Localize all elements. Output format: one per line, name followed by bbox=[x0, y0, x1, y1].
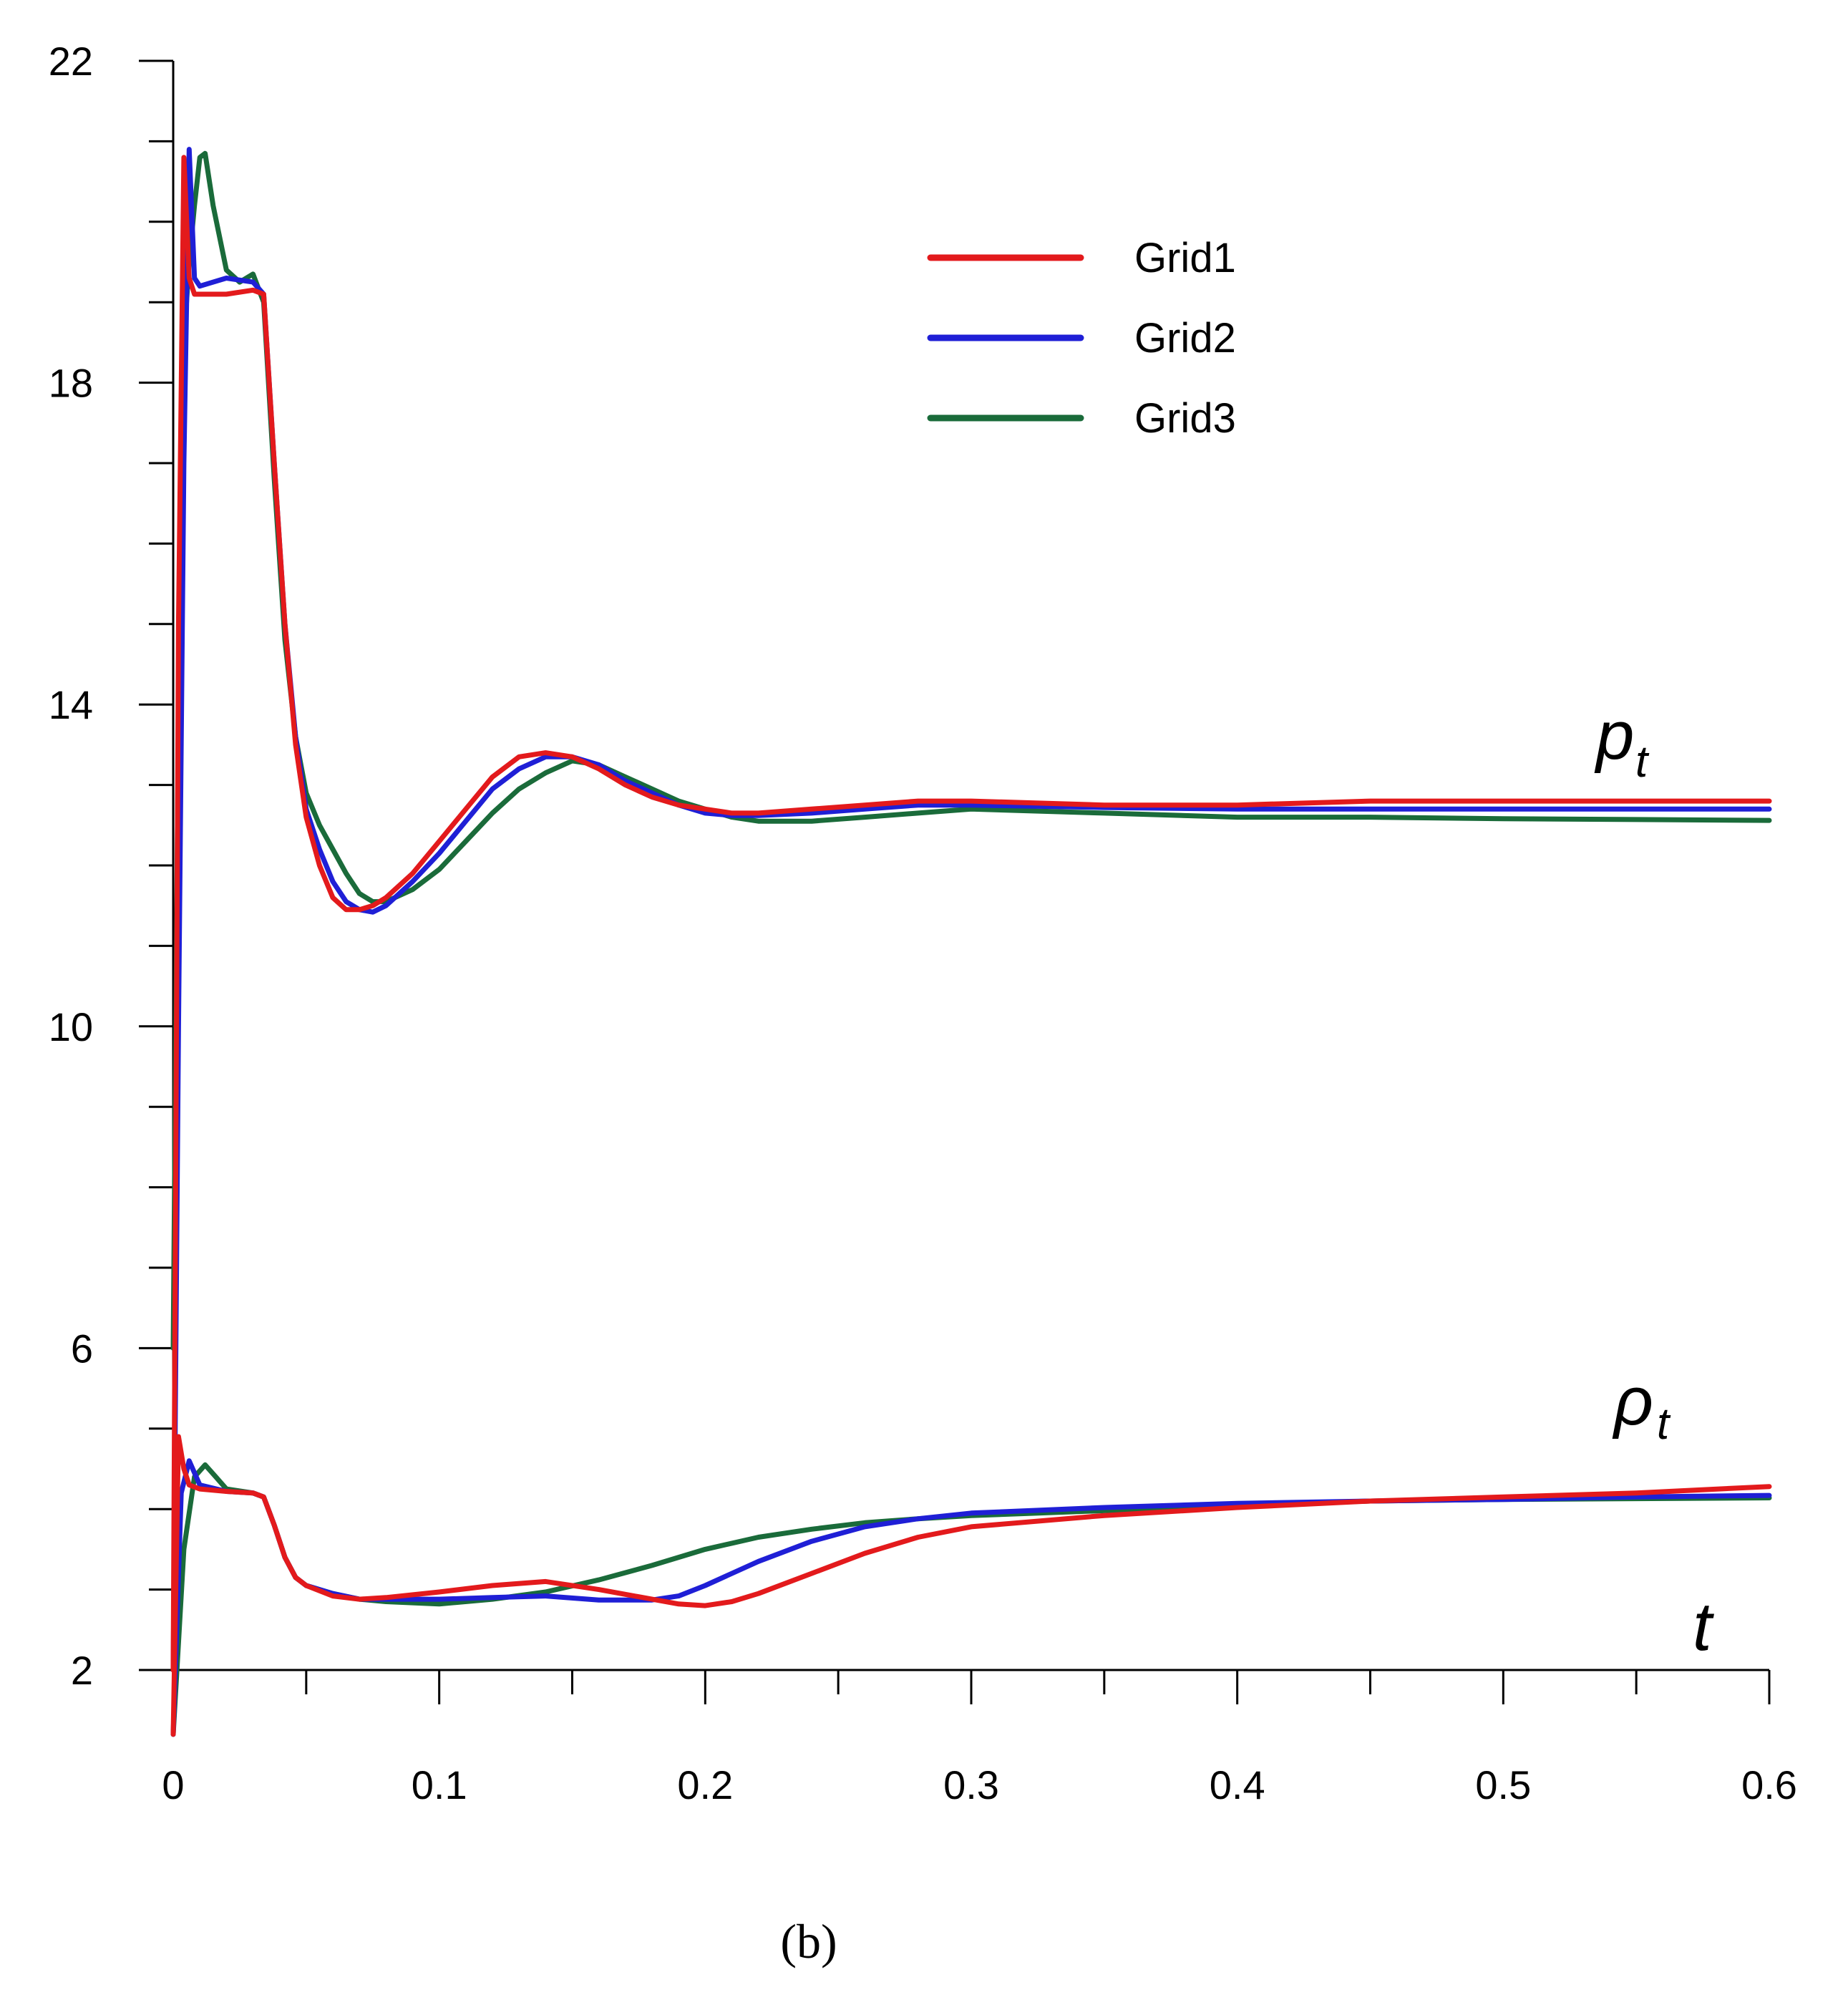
pt-label-main: p bbox=[1594, 697, 1634, 774]
y-tick-label: 10 bbox=[49, 1004, 93, 1049]
grid1-rho-line bbox=[170, 1434, 1772, 1737]
rhot-label-main: ρ bbox=[1612, 1363, 1653, 1440]
grid3-pt-line bbox=[170, 150, 1772, 1351]
y-tick-label: 6 bbox=[71, 1326, 93, 1371]
rhot-curve-label: ρ t bbox=[1612, 1363, 1671, 1449]
y-tick-label: 22 bbox=[49, 39, 93, 84]
figure-caption: (b) bbox=[780, 1914, 837, 1968]
x-tick-label: 0.3 bbox=[943, 1762, 999, 1807]
series-lines bbox=[170, 147, 1772, 1737]
y-tick-label: 14 bbox=[49, 682, 93, 727]
pt-curve-label: p t bbox=[1594, 697, 1650, 787]
x-axis-label: t bbox=[1693, 1588, 1714, 1665]
y-tick-label: 2 bbox=[71, 1648, 93, 1693]
x-tick-label: 0.1 bbox=[412, 1762, 467, 1807]
grid2-legend-label: Grid2 bbox=[1134, 315, 1236, 361]
x-axis-ticks: 0 0.1 0.2 0.3 0.4 0.5 0.6 bbox=[162, 1670, 1797, 1807]
y-tick-label: 18 bbox=[49, 361, 93, 406]
axes bbox=[172, 61, 1769, 1671]
grid1-legend-label: Grid1 bbox=[1134, 235, 1236, 281]
rhot-label-sub: t bbox=[1657, 1399, 1671, 1449]
y-axis-ticks: 2 6 10 14 18 22 bbox=[49, 39, 173, 1693]
grid1-pt-line bbox=[170, 155, 1772, 1673]
legend: Grid1 Grid2 Grid3 bbox=[927, 235, 1236, 442]
x-tick-label: 0.2 bbox=[677, 1762, 733, 1807]
x-tick-label: 0.5 bbox=[1475, 1762, 1531, 1807]
x-tick-label: 0.6 bbox=[1741, 1762, 1797, 1807]
grid3-legend-label: Grid3 bbox=[1134, 395, 1236, 442]
grid2-pt-line bbox=[170, 147, 1772, 1673]
pt-label-sub: t bbox=[1635, 737, 1650, 787]
x-tick-label: 0.4 bbox=[1210, 1762, 1265, 1807]
x-tick-label: 0 bbox=[162, 1762, 184, 1807]
